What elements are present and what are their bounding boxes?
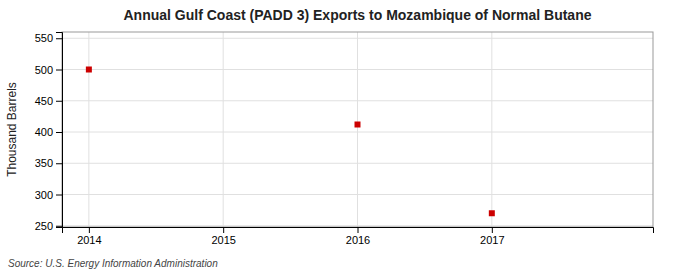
y-tick-label: 550 — [35, 32, 53, 44]
y-tick: 400 — [35, 126, 62, 138]
y-tick: 300 — [35, 189, 62, 201]
x-axis: 2014 2015 2016 2017 — [63, 227, 654, 246]
y-tick-mark — [56, 38, 62, 39]
y-tick-label: 500 — [35, 64, 53, 76]
x-tick: 2015 — [211, 227, 235, 246]
x-tick-mark — [89, 227, 90, 233]
grid-line-y — [62, 69, 653, 70]
y-axis-line — [56, 33, 63, 228]
grid-line-y — [62, 38, 653, 39]
x-tick-label: 2016 — [346, 234, 370, 246]
y-tick-mark — [56, 226, 62, 227]
grid-line-x — [88, 32, 89, 227]
grid-line-y — [62, 163, 653, 164]
chart-svg: 2014 2015 2016 2017 250 300 350 400 450 500 550 Ann… — [0, 0, 675, 275]
grid-line-x — [357, 32, 358, 227]
x-tick-label: 2015 — [211, 234, 235, 246]
y-tick: 550 — [35, 32, 62, 44]
point — [86, 67, 92, 73]
grid-line-y — [62, 194, 653, 195]
plot-frame — [62, 32, 653, 227]
point — [355, 122, 361, 128]
chart-title: Annual Gulf Coast (PADD 3) Exports to Mo… — [124, 7, 592, 23]
y-tick-mark — [56, 70, 62, 71]
y-tick: 350 — [35, 157, 62, 169]
y-tick: 500 — [35, 64, 62, 76]
y-tick-mark — [56, 163, 62, 164]
x-tick: 2014 — [77, 227, 101, 246]
points — [86, 67, 495, 217]
x-tick-mark — [223, 227, 224, 233]
x-tick-label: 2017 — [480, 234, 504, 246]
y-tick-mark — [56, 195, 62, 196]
y-tick: 250 — [35, 220, 62, 232]
x-axis-line — [63, 228, 654, 234]
y-tick-label: 450 — [35, 95, 53, 107]
plot-area: 2014 2015 2016 2017 250 300 350 400 450 500 550 — [35, 32, 654, 246]
y-tick-label: 250 — [35, 220, 53, 232]
grid-line-y — [62, 132, 653, 133]
y-axis-title: Thousand Barrels — [5, 82, 19, 177]
point — [489, 210, 495, 216]
x-tick-label: 2014 — [77, 234, 101, 246]
x-tick: 2016 — [346, 227, 370, 246]
chart-container: 2014 2015 2016 2017 250 300 350 400 450 500 550 Ann… — [0, 0, 675, 275]
x-tick-mark — [492, 227, 493, 233]
grid-line-x — [491, 32, 492, 227]
x-tick: 2017 — [480, 227, 504, 246]
y-tick-mark — [56, 132, 62, 133]
y-axis: 250 300 350 400 450 500 550 — [35, 32, 63, 232]
y-tick: 450 — [35, 95, 62, 107]
y-tick-label: 300 — [35, 189, 53, 201]
grid-line-y — [62, 225, 653, 226]
y-tick-label: 350 — [35, 157, 53, 169]
y-tick-mark — [56, 101, 62, 102]
y-tick-label: 400 — [35, 126, 53, 138]
x-tick-mark — [358, 227, 359, 233]
source-note: Source: U.S. Energy Information Administ… — [8, 258, 218, 269]
grid-line-x — [223, 32, 224, 227]
grid — [62, 32, 653, 227]
grid-line-y — [62, 100, 653, 101]
